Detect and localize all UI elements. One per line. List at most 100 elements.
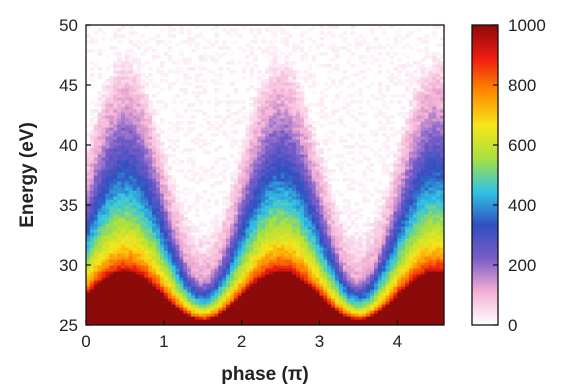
heatmap-cell — [117, 94, 122, 98]
heatmap-cell — [241, 277, 247, 281]
heatmap-cell — [109, 76, 114, 80]
heatmap-cell — [194, 25, 200, 29]
heatmap-cell — [300, 190, 305, 194]
heatmap-cell — [319, 139, 324, 143]
heatmap-cell — [105, 103, 110, 107]
heatmap-cell — [288, 250, 293, 254]
heatmap-cell — [101, 319, 107, 323]
heatmap-cell — [261, 109, 266, 113]
heatmap-cell — [171, 274, 177, 278]
heatmap-cell — [261, 262, 266, 266]
heatmap-cell — [249, 304, 254, 308]
heatmap-cell — [288, 208, 293, 212]
heatmap-cell — [93, 64, 99, 68]
heatmap-cell — [183, 268, 188, 272]
heatmap-cell — [175, 235, 180, 239]
heatmap-cell — [105, 106, 110, 110]
heatmap-cell — [331, 121, 336, 125]
heatmap-cell — [233, 256, 239, 260]
heatmap-cell — [191, 313, 196, 317]
heatmap-cell — [303, 319, 309, 323]
heatmap-cell — [311, 223, 317, 227]
heatmap-cell — [241, 211, 247, 215]
heatmap-cell — [300, 148, 305, 152]
heatmap-cell — [117, 247, 122, 251]
heatmap-cell — [268, 106, 274, 110]
heatmap-cell — [140, 181, 145, 185]
heatmap-cell — [132, 304, 138, 308]
heatmap-cell — [268, 82, 274, 86]
heatmap-cell — [105, 115, 110, 119]
heatmap-cell — [113, 307, 118, 311]
heatmap-cell — [97, 253, 103, 257]
heatmap-cell — [300, 229, 305, 233]
heatmap-cell — [257, 238, 262, 242]
heatmap-cell — [296, 244, 301, 248]
heatmap-cell — [280, 28, 286, 32]
heatmap-cell — [144, 307, 149, 311]
heatmap-cell — [229, 235, 235, 239]
heatmap-cell — [249, 274, 254, 278]
heatmap-cell — [315, 202, 321, 206]
heatmap-cell — [233, 70, 239, 74]
heatmap-cell — [93, 313, 99, 317]
heatmap-cell — [280, 103, 286, 107]
heatmap-cell — [117, 265, 122, 269]
heatmap-cell — [148, 184, 153, 188]
heatmap-cell — [124, 118, 130, 122]
heatmap-cell — [261, 286, 266, 290]
heatmap-cell — [152, 301, 157, 305]
heatmap-cell — [237, 34, 243, 38]
heatmap-cell — [132, 58, 138, 62]
heatmap-cell — [124, 94, 130, 98]
heatmap-cell — [323, 280, 328, 284]
heatmap-cell — [300, 226, 305, 230]
heatmap-cell — [338, 304, 344, 308]
heatmap-cell — [265, 199, 270, 203]
heatmap-cell — [233, 244, 239, 248]
heatmap-cell — [268, 187, 274, 191]
heatmap-cell — [191, 190, 196, 194]
heatmap-cell — [187, 157, 192, 161]
heatmap-cell — [300, 124, 305, 128]
heatmap-cell — [253, 133, 258, 137]
heatmap-cell — [121, 178, 126, 182]
heatmap-cell — [315, 289, 321, 293]
heatmap-cell — [86, 313, 91, 317]
heatmap-cell — [265, 157, 270, 161]
heatmap-cell — [105, 223, 110, 227]
heatmap-cell — [121, 193, 126, 197]
heatmap-cell — [105, 217, 110, 221]
heatmap-cell — [109, 223, 114, 227]
heatmap-cell — [265, 313, 270, 317]
heatmap-cell — [117, 202, 122, 206]
heatmap-cell — [171, 61, 177, 65]
heatmap-cell — [121, 94, 126, 98]
heatmap-cell — [303, 112, 309, 116]
heatmap-cell — [140, 151, 145, 155]
heatmap-cell — [265, 52, 270, 56]
heatmap-cell — [105, 232, 110, 236]
heatmap-cell — [97, 319, 103, 323]
heatmap-cell — [276, 301, 282, 305]
heatmap-cell — [210, 220, 216, 224]
heatmap-cell — [148, 169, 153, 173]
heatmap-cell — [93, 223, 99, 227]
heatmap-cell — [86, 139, 91, 143]
heatmap-cell — [214, 127, 219, 131]
heatmap-cell — [307, 109, 313, 113]
heatmap-cell — [331, 229, 336, 233]
heatmap-cell — [124, 211, 130, 215]
heatmap-cell — [152, 211, 157, 215]
heatmap-cell — [124, 220, 130, 224]
heatmap-cell — [152, 187, 157, 191]
heatmap-cell — [268, 310, 274, 314]
heatmap-cell — [265, 301, 270, 305]
heatmap-cell — [237, 145, 243, 149]
heatmap-cell — [229, 268, 235, 272]
heatmap-cell — [124, 244, 130, 248]
heatmap-cell — [144, 286, 149, 290]
heatmap-cell — [338, 226, 344, 230]
heatmap-cell — [101, 37, 107, 41]
heatmap-cell — [296, 247, 301, 251]
